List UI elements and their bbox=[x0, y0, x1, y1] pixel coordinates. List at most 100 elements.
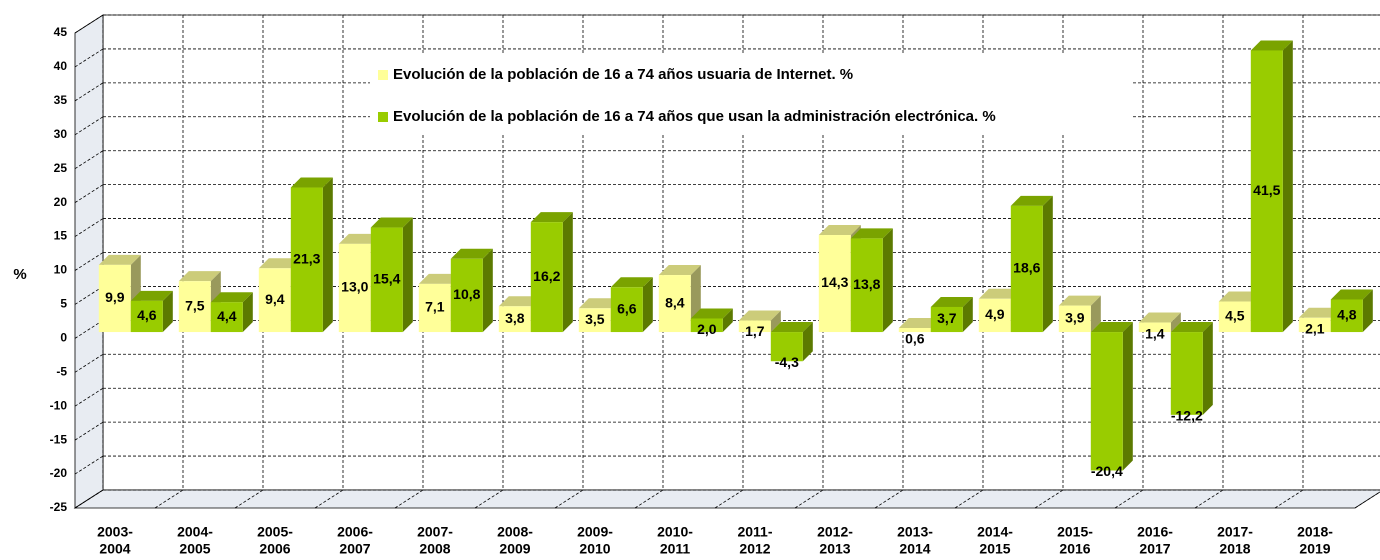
bar-top bbox=[258, 258, 301, 269]
value-label: 16,2 bbox=[533, 268, 560, 284]
bar-side bbox=[882, 228, 893, 333]
bar-side bbox=[402, 217, 413, 333]
x-tick-label: 2013- bbox=[897, 524, 933, 540]
bar bbox=[338, 243, 371, 333]
bar-side bbox=[1282, 40, 1293, 333]
value-label: 3,8 bbox=[505, 310, 525, 326]
bar-side bbox=[242, 292, 253, 333]
floor-grid bbox=[394, 489, 424, 509]
bar bbox=[210, 302, 243, 333]
x-tick-label: 2017- bbox=[1217, 524, 1253, 540]
floor-grid bbox=[1114, 489, 1144, 509]
value-label: -12,2 bbox=[1171, 408, 1203, 424]
bar bbox=[738, 320, 771, 333]
bar-side bbox=[1362, 289, 1373, 333]
bar-side bbox=[1090, 295, 1101, 333]
x-tick-label: 2018- bbox=[1297, 524, 1333, 540]
value-label: 3,5 bbox=[585, 311, 605, 327]
value-label: 6,6 bbox=[617, 300, 637, 316]
x-tick-label: 2015 bbox=[979, 541, 1010, 557]
bar-top bbox=[418, 273, 461, 284]
x-tick-label: 2005- bbox=[257, 524, 293, 540]
x-tick-label: 2014 bbox=[899, 541, 930, 557]
value-label: 4,8 bbox=[1337, 306, 1357, 322]
floor-grid bbox=[474, 489, 504, 509]
floor-grid bbox=[954, 489, 984, 509]
x-tick-label: 2017 bbox=[1139, 541, 1170, 557]
side-grid-line bbox=[74, 320, 104, 339]
bar-top bbox=[290, 177, 333, 188]
y-tick-label: -25 bbox=[50, 500, 68, 514]
x-tick-label: 2014- bbox=[977, 524, 1013, 540]
y-tick-label: 0 bbox=[60, 331, 67, 345]
y-tick-label: -15 bbox=[50, 432, 68, 446]
bar-side bbox=[802, 322, 813, 362]
bar-top bbox=[498, 296, 541, 307]
y-tick-label: 10 bbox=[54, 263, 68, 277]
bar-side bbox=[1202, 322, 1213, 415]
bar bbox=[498, 306, 531, 333]
side-grid-line bbox=[74, 421, 104, 441]
y-tick-label: 30 bbox=[54, 127, 68, 141]
floor-grid bbox=[714, 489, 744, 509]
floor-grid bbox=[634, 489, 664, 509]
bar bbox=[1170, 332, 1203, 415]
bar bbox=[1250, 50, 1283, 333]
side-grid-line bbox=[74, 489, 104, 509]
legend-label: Evolución de la población de 16 a 74 año… bbox=[393, 66, 853, 83]
value-label: 7,1 bbox=[425, 299, 445, 315]
bar bbox=[418, 283, 451, 333]
bar bbox=[1138, 322, 1171, 333]
bar-side bbox=[1122, 322, 1133, 471]
x-tick-label: 2007- bbox=[417, 524, 453, 540]
side-grid-line bbox=[74, 353, 104, 373]
bar bbox=[978, 298, 1011, 333]
floor-grid bbox=[154, 489, 184, 509]
x-tick-label: 2011- bbox=[737, 524, 772, 540]
bar-top bbox=[1170, 322, 1213, 333]
bar-top bbox=[578, 298, 621, 309]
bar-top bbox=[690, 308, 733, 319]
bar bbox=[258, 268, 291, 333]
legend bbox=[370, 55, 1132, 135]
bar-top bbox=[450, 248, 493, 259]
bar bbox=[530, 222, 563, 333]
value-label: 2,1 bbox=[1305, 321, 1325, 337]
x-tick-label: 2007 bbox=[339, 541, 370, 557]
bar bbox=[818, 235, 851, 333]
x-tick-label: 2015- bbox=[1057, 524, 1093, 540]
y-tick-label: 40 bbox=[54, 59, 68, 73]
x-tick-label: 2016 bbox=[1059, 541, 1090, 557]
bar-top bbox=[978, 288, 1021, 299]
x-tick-label: 2003- bbox=[97, 524, 133, 540]
bar bbox=[130, 300, 163, 333]
bar-side bbox=[1170, 312, 1181, 333]
bar-top bbox=[370, 217, 413, 228]
x-tick-label: 2011 bbox=[660, 541, 691, 557]
side-grid-line bbox=[74, 14, 104, 34]
bar-side bbox=[162, 290, 173, 333]
value-label: 4,6 bbox=[137, 307, 157, 323]
bar-top bbox=[1250, 40, 1293, 51]
bar bbox=[658, 275, 691, 333]
value-label: 4,4 bbox=[217, 308, 237, 324]
value-label: 7,5 bbox=[185, 297, 205, 313]
bar bbox=[930, 306, 963, 333]
x-tick-label: 2009 bbox=[499, 541, 530, 557]
legend-label: Evolución de la población de 16 a 74 año… bbox=[393, 108, 996, 125]
bar-side bbox=[770, 310, 781, 333]
x-tick-label: 2018 bbox=[1219, 541, 1250, 557]
bar bbox=[770, 332, 803, 362]
x-tick-label: 2004- bbox=[177, 524, 213, 540]
floor-grid bbox=[1034, 489, 1064, 509]
bar bbox=[850, 238, 883, 333]
bar-top bbox=[818, 225, 861, 236]
legend-swatch bbox=[378, 70, 388, 80]
value-label: 14,3 bbox=[821, 274, 848, 290]
bar-top bbox=[1058, 295, 1101, 306]
x-tick-label: 2006 bbox=[259, 541, 290, 557]
floor bbox=[73, 489, 1380, 509]
y-tick-label: -5 bbox=[56, 364, 67, 378]
y-tick-label: -20 bbox=[50, 466, 68, 480]
value-label: 9,9 bbox=[105, 289, 125, 305]
